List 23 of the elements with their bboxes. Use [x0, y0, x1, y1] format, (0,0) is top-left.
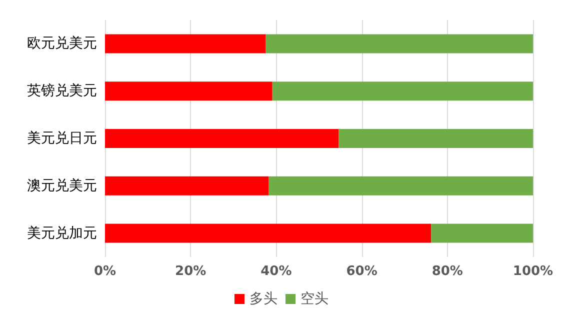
y-tick-label: 澳元兑美元: [27, 178, 97, 194]
bar: [272, 82, 533, 101]
bar: [105, 82, 272, 101]
x-tick-label: 60%: [346, 264, 378, 279]
y-tick-label: 英镑兑美元: [27, 83, 97, 100]
bar: [105, 176, 268, 196]
bar: [266, 34, 533, 54]
y-tick-label: 美元兑加元: [27, 225, 97, 242]
legend-label: 空头: [300, 291, 328, 307]
bar: [431, 224, 533, 243]
x-tick-label: 100%: [512, 264, 554, 279]
bar: [338, 129, 533, 148]
legend-label: 多头: [250, 291, 278, 307]
y-tick-label: 欧元兑美元: [27, 36, 97, 52]
x-tick-label: 80%: [432, 264, 463, 279]
x-tick-label: 40%: [260, 264, 292, 279]
bar: [105, 129, 339, 148]
x-tick-label: 20%: [175, 264, 206, 279]
y-tick-label: 美元兑日元: [27, 130, 97, 146]
x-tick-label: 0%: [94, 264, 116, 279]
bar: [268, 176, 533, 196]
bar: [105, 224, 432, 243]
bar: [105, 34, 266, 54]
